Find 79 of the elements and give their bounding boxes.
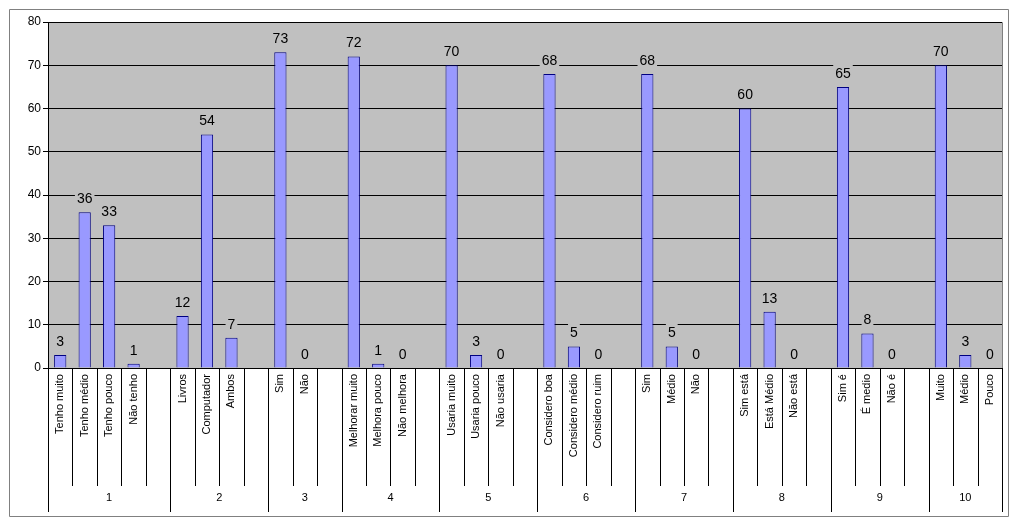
data-label: 0 <box>594 345 603 362</box>
text: 6 <box>583 491 590 504</box>
y-tick-label: 60 <box>27 100 42 115</box>
data-label: 68 <box>541 51 558 68</box>
x-tick-label: Não tenho <box>126 374 139 425</box>
x-tick-label: Não é <box>884 374 897 404</box>
x-tick-label: Usaria muito <box>444 374 457 436</box>
y-tick-label: 30 <box>27 230 42 245</box>
y-tick-label: 70 <box>27 57 42 72</box>
data-label: 1 <box>374 341 383 358</box>
x-tick-label: Tenho pouco <box>102 374 115 437</box>
x-tick-label: Médio <box>664 374 677 404</box>
x-tick-label: Muito <box>933 374 946 401</box>
text: 8 <box>778 491 785 504</box>
x-tick-label: Computador <box>200 373 213 435</box>
data-label: 60 <box>737 86 754 103</box>
x-tick-label: Tenho médio <box>77 374 90 437</box>
x-tick-label: Usaria pouco <box>469 374 482 439</box>
y-tick-label: 10 <box>27 317 42 332</box>
data-label: 72 <box>345 34 362 51</box>
data-label: 0 <box>496 345 505 362</box>
data-label: 0 <box>692 345 701 362</box>
x-tick-label: Considero ruim <box>591 374 604 449</box>
x-tick-label: Tenho muito <box>53 374 66 434</box>
data-label: 0 <box>790 345 799 362</box>
text: 7 <box>680 491 688 504</box>
x-tick-label: É medio <box>860 374 873 415</box>
x-tick-label: Livros <box>175 373 188 404</box>
data-label: 13 <box>761 289 778 306</box>
y-tick-label: 20 <box>27 273 42 288</box>
data-label: 0 <box>888 345 897 362</box>
text: 10 <box>959 491 972 504</box>
x-tick-label: Considero médio <box>566 374 579 458</box>
x-tick-label: Não <box>297 374 310 395</box>
x-tick-label: Pouco <box>982 374 995 406</box>
x-tick-label: Sim está <box>738 373 751 417</box>
text: 3 <box>301 491 308 504</box>
data-label: 7 <box>227 315 236 332</box>
data-label: 0 <box>300 345 309 362</box>
x-tick-label: Melhorar muito <box>346 374 359 448</box>
data-label: 36 <box>76 190 93 207</box>
data-label: 33 <box>101 203 118 220</box>
x-tick-label: Sim é <box>836 374 849 403</box>
x-tick-label: Não melhora <box>395 373 408 437</box>
data-label: 5 <box>570 324 579 341</box>
text: 9 <box>876 491 883 504</box>
data-label: 3 <box>472 332 481 349</box>
text: 1 <box>106 491 113 504</box>
data-label: 3 <box>961 332 970 349</box>
data-label: 70 <box>933 43 949 60</box>
data-label: 73 <box>272 30 289 47</box>
data-label: 70 <box>443 43 460 60</box>
x-tick-label: Sim <box>273 374 286 393</box>
data-label: 1 <box>129 341 138 358</box>
y-tick-label: 50 <box>27 144 42 159</box>
text: 4 <box>387 491 394 504</box>
y-tick-label: 80 <box>27 14 42 29</box>
x-tick-label: Não usaria <box>493 373 506 428</box>
data-label: 0 <box>985 345 994 362</box>
x-tick-label: Considero boa <box>542 373 555 446</box>
data-label: 12 <box>174 293 191 310</box>
data-label: 54 <box>199 112 215 129</box>
data-label: 65 <box>835 64 851 81</box>
x-tick-label: Médio <box>958 374 971 404</box>
data-label: 5 <box>667 324 676 341</box>
data-label: 8 <box>863 311 872 328</box>
x-tick-label: Sim <box>640 374 653 393</box>
x-tick-label: Está Médio <box>762 374 775 430</box>
text: 2 <box>216 491 223 504</box>
x-tick-label: Melhora pouco <box>371 374 384 447</box>
x-tick-label: Ambos <box>224 373 237 409</box>
y-tick-label: 40 <box>27 187 42 202</box>
text: 5 <box>485 491 492 504</box>
x-tick-label: Não está <box>787 373 800 419</box>
data-label: 68 <box>639 51 656 68</box>
data-label: 0 <box>398 345 407 362</box>
x-tick-label: Não <box>689 374 702 395</box>
data-label: 3 <box>56 332 65 349</box>
y-tick-label: 0 <box>34 360 42 375</box>
